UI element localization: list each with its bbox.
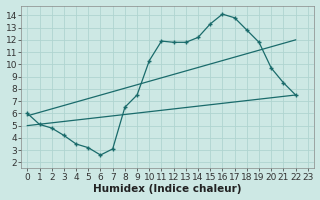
X-axis label: Humidex (Indice chaleur): Humidex (Indice chaleur)	[93, 184, 242, 194]
